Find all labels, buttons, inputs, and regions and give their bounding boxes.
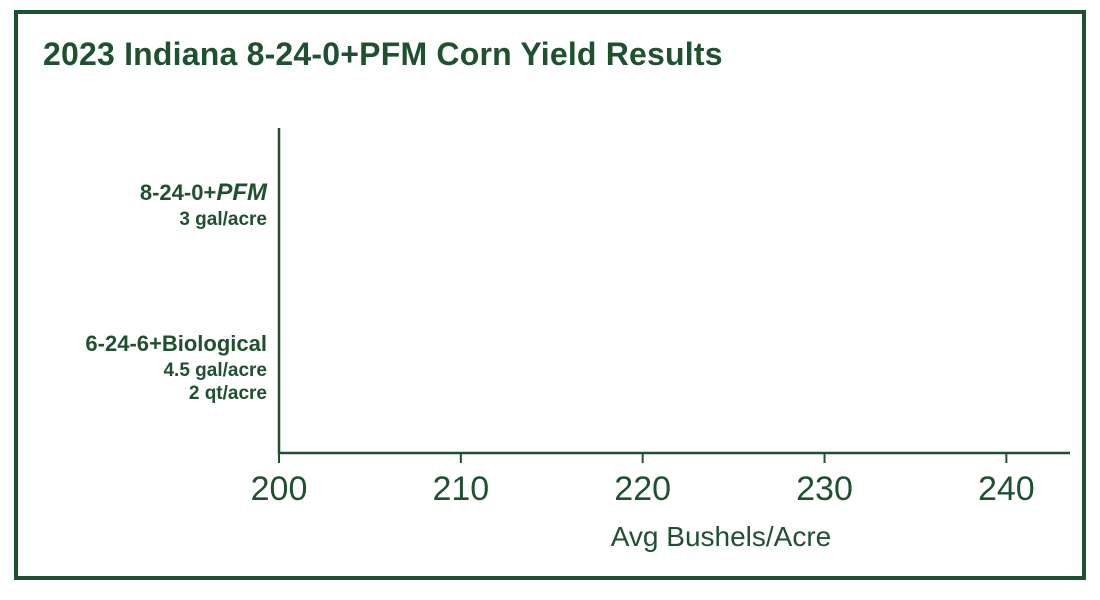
category-label: 4.5 gal/acre: [163, 360, 267, 381]
x-tick-label: 230: [796, 470, 853, 508]
x-tick-label: 240: [978, 470, 1035, 508]
x-tick-label: 220: [614, 470, 671, 508]
x-axis-label: Avg Bushels/Acre: [611, 521, 832, 552]
chart-title: 2023 Indiana 8-24-0+PFM Corn Yield Resul…: [43, 36, 723, 72]
category-label: 8-24-0+PFM: [140, 179, 268, 206]
category-label: 3 gal/acre: [179, 209, 267, 230]
x-tick-label: 200: [251, 470, 308, 508]
category-label: 2 qt/acre: [189, 383, 267, 404]
category-label: 6-24-6+Biological: [85, 331, 267, 356]
x-tick-label: 210: [432, 470, 489, 508]
chart-frame: 2023 Indiana 8-24-0+PFM Corn Yield Resul…: [14, 10, 1086, 580]
